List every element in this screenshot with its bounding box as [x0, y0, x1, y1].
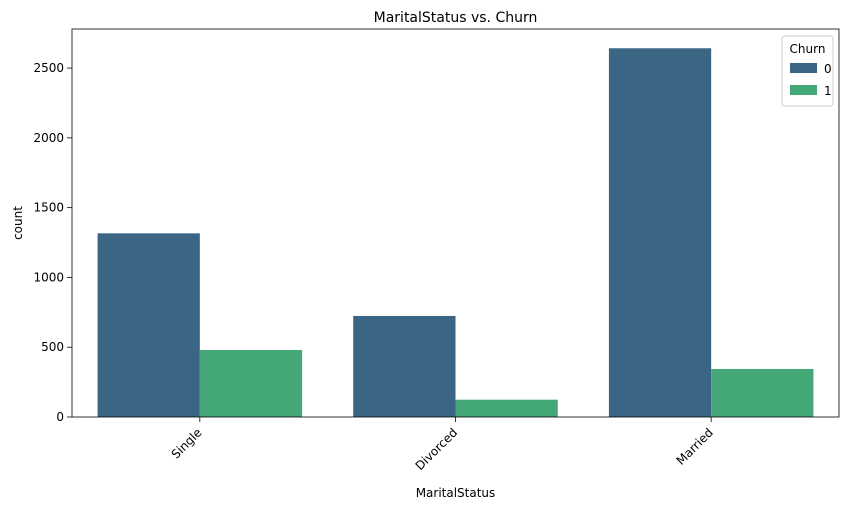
legend-title: Churn	[790, 42, 826, 56]
y-tick-label: 2000	[33, 131, 64, 145]
legend-swatch-0	[790, 63, 817, 73]
legend: Churn 0 1	[781, 35, 834, 107]
bar-married-churn-0	[608, 48, 712, 417]
legend-swatch-1	[790, 85, 817, 95]
bars-group	[97, 48, 814, 417]
y-axis: 0 500 1000 1500 2000 2500	[33, 61, 72, 424]
bar-single-churn-1	[199, 350, 303, 417]
x-axis-label: MaritalStatus	[416, 486, 496, 500]
chart-title: MaritalStatus vs. Churn	[374, 10, 538, 26]
bar-divorced-churn-0	[353, 315, 456, 417]
legend-label-0: 0	[824, 62, 832, 76]
plot-frame	[71, 28, 840, 418]
bar-divorced-churn-1	[455, 399, 558, 417]
y-tick-label: 500	[41, 340, 64, 354]
y-tick-label: 0	[56, 410, 64, 424]
y-tick-label: 2500	[33, 61, 64, 75]
x-tick-label: Single	[169, 425, 205, 461]
legend-label-1: 1	[824, 84, 832, 98]
bar-married-churn-1	[711, 368, 814, 417]
y-tick-label: 1500	[33, 201, 64, 215]
y-tick-label: 1000	[33, 270, 64, 284]
bar-single-churn-0	[97, 233, 200, 417]
x-axis: Single Divorced Married	[169, 417, 716, 473]
x-tick-label: Divorced	[413, 425, 461, 473]
x-tick-label: Married	[674, 425, 716, 467]
y-axis-label: count	[11, 206, 25, 240]
